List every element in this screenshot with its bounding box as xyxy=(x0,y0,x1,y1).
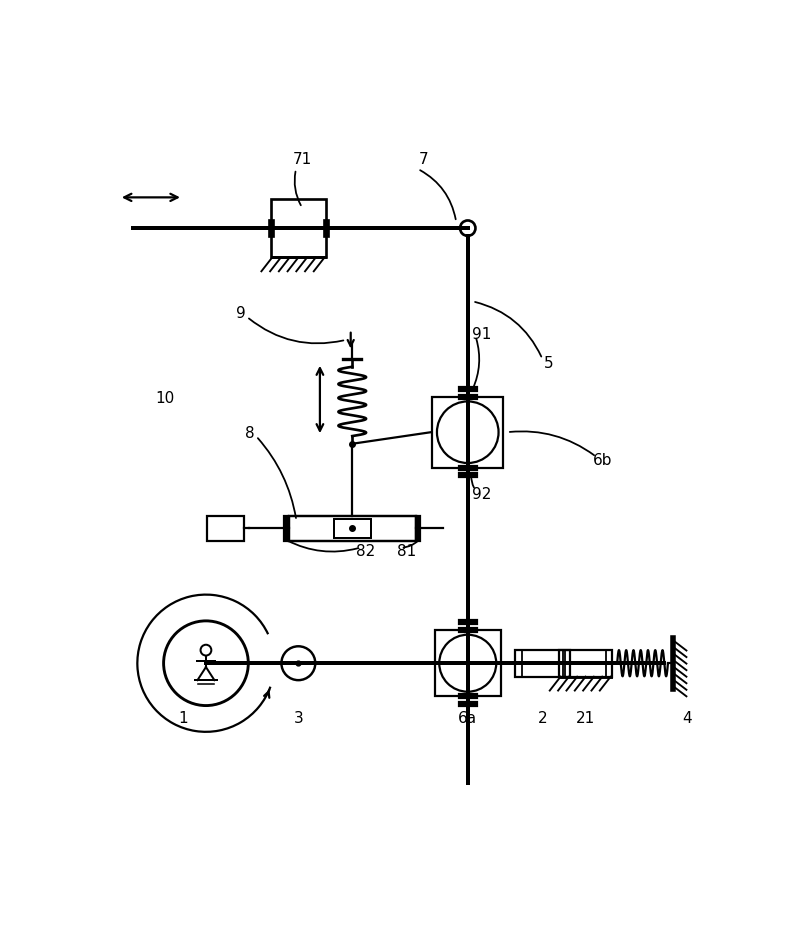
Text: 6a: 6a xyxy=(458,710,478,725)
Text: 7: 7 xyxy=(418,152,428,167)
Text: 4: 4 xyxy=(682,710,692,725)
Bar xyxy=(434,630,501,696)
Bar xyxy=(334,520,370,539)
Text: 6b: 6b xyxy=(593,453,612,468)
Text: 9: 9 xyxy=(236,306,246,321)
Text: 10: 10 xyxy=(155,390,174,406)
Bar xyxy=(207,516,244,541)
Bar xyxy=(559,650,612,677)
Text: 8: 8 xyxy=(245,425,254,440)
Text: 21: 21 xyxy=(576,710,595,725)
Bar xyxy=(432,398,503,468)
Text: 5: 5 xyxy=(544,356,554,371)
Text: 1: 1 xyxy=(178,710,188,725)
Text: 3: 3 xyxy=(294,710,303,725)
Bar xyxy=(270,199,326,229)
Text: 71: 71 xyxy=(293,152,312,167)
Text: 91: 91 xyxy=(472,327,491,342)
Bar xyxy=(270,229,326,258)
Text: 82: 82 xyxy=(356,543,375,558)
Text: 81: 81 xyxy=(397,543,416,558)
Bar xyxy=(514,650,570,677)
Text: 2: 2 xyxy=(538,710,547,725)
Text: 92: 92 xyxy=(472,486,491,501)
Bar xyxy=(289,516,416,541)
